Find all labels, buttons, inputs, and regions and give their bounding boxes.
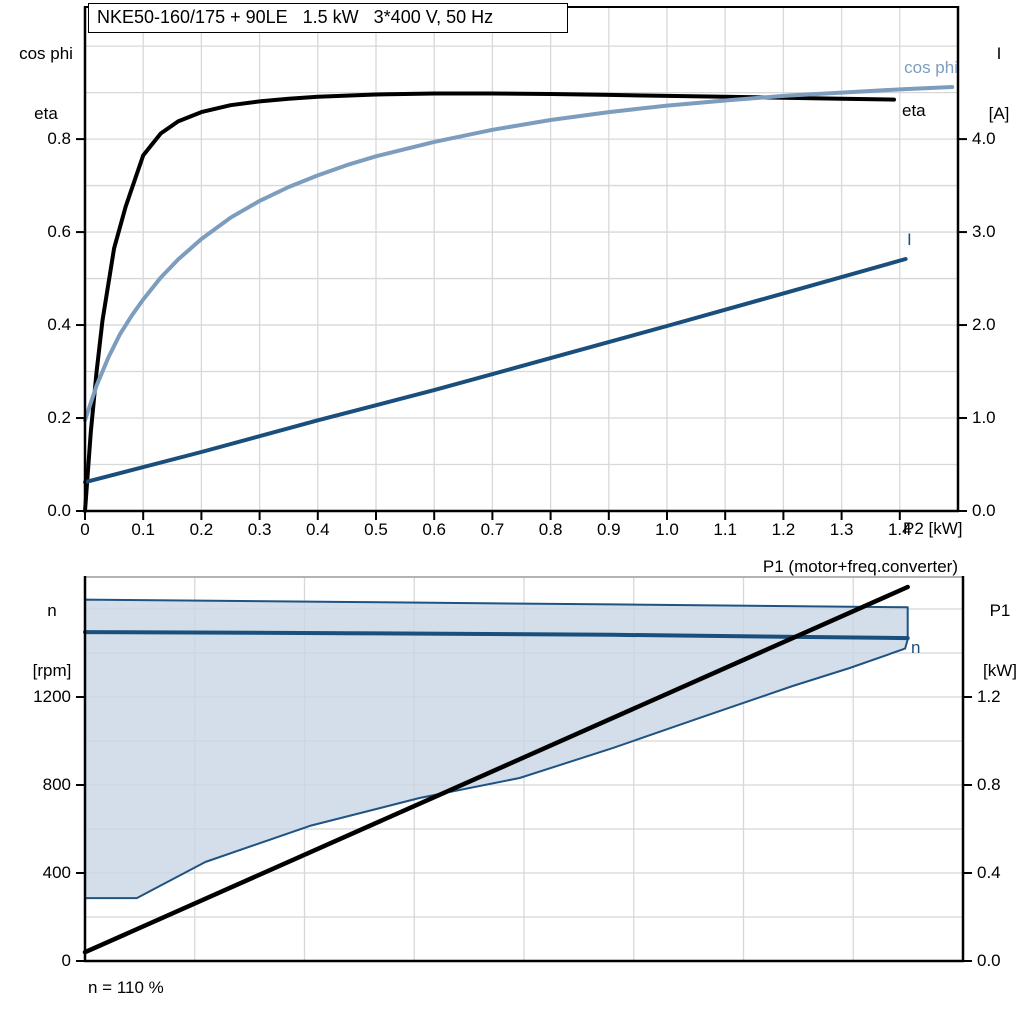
x-axis-unit-label: P2 [kW] (903, 519, 963, 538)
y-right-tick-label: 1.0 (972, 408, 996, 428)
x-tick-label: 0.6 (422, 520, 446, 539)
speed-operating-envelope (84, 598, 909, 900)
speed-axis-label: n (47, 601, 57, 620)
current-curve-label: I (907, 230, 912, 249)
y-right-tick-label: 0.0 (977, 951, 1001, 970)
cos-phi-curve (83, 85, 955, 423)
chart-1 (76, 6, 967, 520)
y-left-tick-label: 400 (42, 863, 71, 882)
x-tick-label: 0.2 (189, 520, 214, 539)
x-tick-label: 1.3 (829, 520, 854, 539)
y-right-tick-label: 2.0 (972, 315, 996, 335)
left-axis-header-bottom-chart: n [rpm] (20, 561, 84, 721)
x-tick-label: 0 (80, 520, 90, 539)
y-left-tick-label: 0.6 (47, 222, 71, 242)
current-curve (83, 257, 908, 485)
speed-curve-label: n (911, 638, 921, 657)
eta-axis-label: eta (34, 104, 58, 123)
y-left-tick-label: 0.8 (47, 129, 71, 149)
cos-phi-curve-label: cos phi (904, 58, 958, 77)
right-axis-header-top-chart: I [A] (976, 4, 1022, 164)
current-axis-label: I (996, 44, 1002, 63)
speed-curve (83, 630, 910, 641)
p1-curve (82, 584, 910, 955)
y-right-tick-label: 4.0 (972, 129, 996, 149)
y-left-tick-label: 0.4 (47, 315, 71, 335)
x-tick-label: 1.1 (713, 520, 737, 539)
current-unit-label: [A] (988, 104, 1010, 123)
y-left-tick-label: 0.2 (47, 408, 71, 428)
x-tick-label: 1.4 (887, 520, 912, 539)
speed-unit-label: [rpm] (32, 661, 72, 680)
cos-phi-axis-label: cos phi (19, 44, 73, 63)
x-tick-label: 0.4 (305, 520, 330, 539)
y-right-tick-label: 0.0 (972, 501, 996, 520)
y-right-tick-label: 1.2 (977, 687, 1001, 706)
left-axis-header-top-chart: cos phi eta (6, 4, 86, 164)
eta-curve (83, 91, 896, 513)
y-right-tick-label: 0.4 (977, 863, 1001, 882)
x-tick-label: 1.0 (655, 520, 679, 539)
y-right-tick-label: 3.0 (972, 222, 996, 242)
y-right-tick-label: 0.8 (977, 775, 1001, 794)
x-tick-label: 0.7 (480, 520, 505, 539)
x-tick-label: 0.3 (247, 520, 272, 539)
eta-curve-label: eta (902, 101, 926, 120)
x-tick-label: 0.5 (364, 520, 388, 539)
x-tick-label: 1.2 (771, 520, 796, 539)
right-axis-header-bottom-chart: P1 [kW] (976, 561, 1024, 721)
p1-axis-label: P1 (989, 601, 1011, 620)
y-left-tick-label: 0.0 (47, 501, 71, 520)
x-tick-label: 0.1 (131, 520, 155, 539)
chart-2 (76, 576, 972, 963)
title-box: NKE50-160/175 + 90LE 1.5 kW 3*400 V, 50 … (88, 3, 568, 33)
x-tick-label: 0.8 (538, 520, 563, 539)
y-left-tick-label: 800 (42, 775, 71, 794)
p1-curve-annotation: P1 (motor+freq.converter) (762, 557, 958, 576)
speed-percentage-note: n = 110 % (88, 978, 164, 997)
x-tick-label: 0.9 (596, 520, 621, 539)
y-left-tick-label: 0 (61, 951, 71, 970)
p1-unit-label: [kW] (983, 661, 1017, 680)
y-left-tick-label: 1200 (33, 687, 71, 706)
